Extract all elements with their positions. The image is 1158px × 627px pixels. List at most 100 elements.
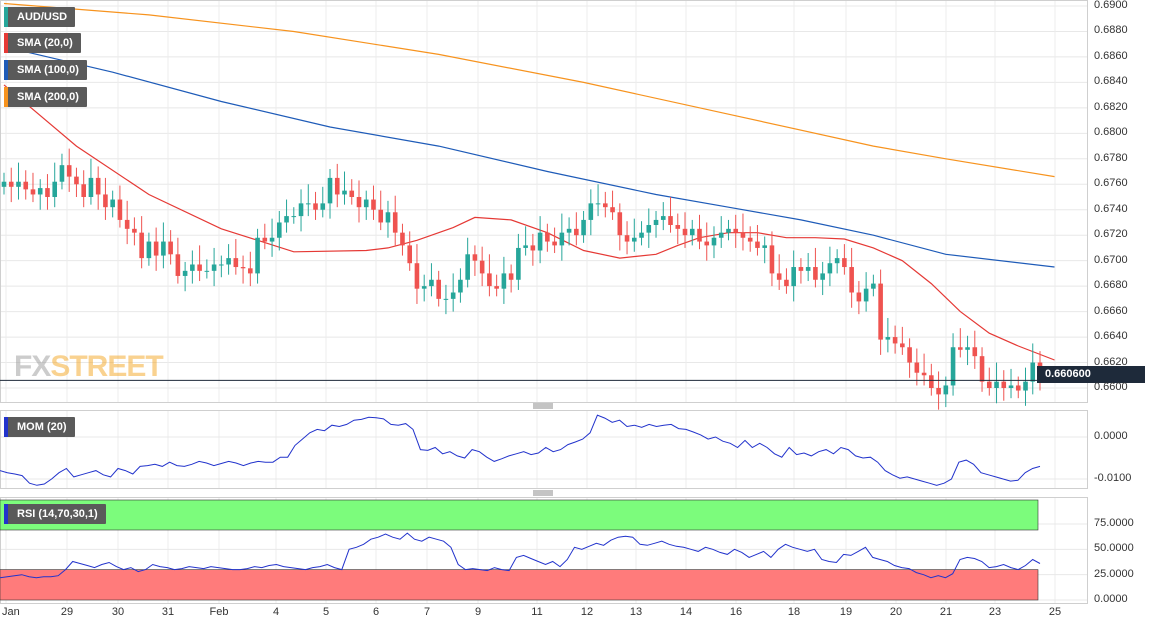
candle-body xyxy=(190,264,195,271)
x-tick-label: 4 xyxy=(272,606,280,618)
x-tick-label: 30 xyxy=(111,606,125,618)
candle-body xyxy=(892,337,898,344)
sma20-line xyxy=(3,84,1055,361)
candle-body xyxy=(132,228,137,233)
x-tick-label: 9 xyxy=(474,606,482,618)
candle-body xyxy=(95,177,101,195)
candle-body xyxy=(900,343,905,348)
candle-body xyxy=(110,199,115,208)
candle-body xyxy=(117,199,123,220)
candle-body xyxy=(820,273,825,280)
x-tick-label: 31 xyxy=(161,606,175,618)
x-tick-label: 7 xyxy=(423,606,431,618)
y-tick-label: 0.6760 xyxy=(1094,177,1128,190)
candle-body xyxy=(610,207,615,213)
x-tick-label: 11 xyxy=(531,606,543,618)
candle-body xyxy=(211,264,217,271)
panel-splitters[interactable] xyxy=(533,403,553,496)
candle-body xyxy=(943,385,949,395)
candle-body xyxy=(262,237,268,242)
candle-body xyxy=(936,388,941,395)
legend-sma20[interactable]: SMA (20,0) xyxy=(4,33,81,53)
rsi-line xyxy=(0,532,1041,579)
candle-body xyxy=(233,258,239,268)
candle-body xyxy=(74,176,79,185)
candle-body xyxy=(197,264,202,271)
x-tick-label: Feb xyxy=(209,606,229,618)
y-tick-label: 0.6720 xyxy=(1094,228,1128,241)
series-line xyxy=(3,46,1055,268)
legend-sma200[interactable]: SMA (200,0) xyxy=(4,87,87,107)
x-tick-label: Jan xyxy=(2,606,20,618)
candle-body xyxy=(1015,385,1021,391)
candle-body xyxy=(204,270,210,272)
candle-body xyxy=(682,228,688,236)
x-tick-label: 19 xyxy=(839,606,853,618)
legend-mom[interactable]: MOM (20) xyxy=(4,417,75,437)
candle-body xyxy=(450,292,456,299)
y-tick-label: 0.6800 xyxy=(1094,126,1128,139)
x-tick-label: 23 xyxy=(988,606,1002,618)
y-tick-label: 0.6620 xyxy=(1094,355,1128,368)
candle-body xyxy=(161,241,166,256)
legend-sma100[interactable]: SMA (100,0) xyxy=(4,60,87,80)
legend-rsi[interactable]: RSI (14,70,30,1) xyxy=(4,504,106,524)
candle-body xyxy=(668,216,673,226)
candle-body xyxy=(581,219,586,236)
candle-body xyxy=(660,216,666,220)
candle-body xyxy=(958,347,963,350)
candle-body xyxy=(704,241,710,246)
candle-body xyxy=(334,177,340,195)
candle-body xyxy=(805,267,811,271)
candle-body xyxy=(16,181,21,187)
x-tick-label: 12 xyxy=(580,606,594,618)
series-line xyxy=(3,2,1055,178)
candle-body xyxy=(1001,381,1007,388)
panel-frame-main xyxy=(0,0,1088,403)
candle-body xyxy=(559,232,565,246)
x-tick-label: 21 xyxy=(939,606,953,618)
candle-body xyxy=(545,232,550,242)
candle-body xyxy=(1,181,7,187)
candle-body xyxy=(1008,385,1014,388)
candle-body xyxy=(501,273,507,289)
y-tick-label: 0.6600 xyxy=(1094,381,1128,393)
candle-body xyxy=(885,337,891,340)
y-tick-label: 0.6660 xyxy=(1094,304,1128,317)
candle-body xyxy=(552,241,557,246)
candle-body xyxy=(631,237,637,242)
candle-body xyxy=(624,235,630,242)
candle-body xyxy=(8,181,14,187)
candle-body xyxy=(653,219,659,226)
panel-frame-rsi xyxy=(0,497,1088,604)
y-tick-label: 0.6860 xyxy=(1094,49,1128,62)
candle-body xyxy=(878,283,883,340)
y-tick-label: 50.0000 xyxy=(1094,542,1134,555)
x-tick-label: 14 xyxy=(679,606,693,618)
candle-body xyxy=(30,189,36,195)
panel-frames xyxy=(0,0,1088,604)
candle-body xyxy=(298,203,304,217)
candle-body xyxy=(349,190,355,197)
candle-body xyxy=(530,245,536,251)
candle-body xyxy=(595,203,601,205)
x-tick-label: 29 xyxy=(60,606,74,618)
candle-body xyxy=(639,232,644,238)
candle-body xyxy=(153,241,159,256)
candle-body xyxy=(421,286,427,289)
candle-body xyxy=(965,347,970,350)
candle-body xyxy=(523,245,528,248)
rsi-overbought-zone xyxy=(0,499,1039,531)
current-price-label: 0.660600 xyxy=(1037,366,1145,383)
candle-body xyxy=(313,203,318,210)
legend-symbol[interactable]: AUD/USD xyxy=(4,7,76,27)
candle-body xyxy=(813,267,818,280)
candle-body xyxy=(45,188,50,197)
candle-body xyxy=(711,237,717,246)
candle-body xyxy=(88,177,94,197)
candle-body xyxy=(863,288,869,302)
candle-body xyxy=(537,232,543,251)
candle-body xyxy=(472,254,478,261)
candle-body xyxy=(269,237,275,242)
panel-frame-mom xyxy=(0,410,1088,489)
